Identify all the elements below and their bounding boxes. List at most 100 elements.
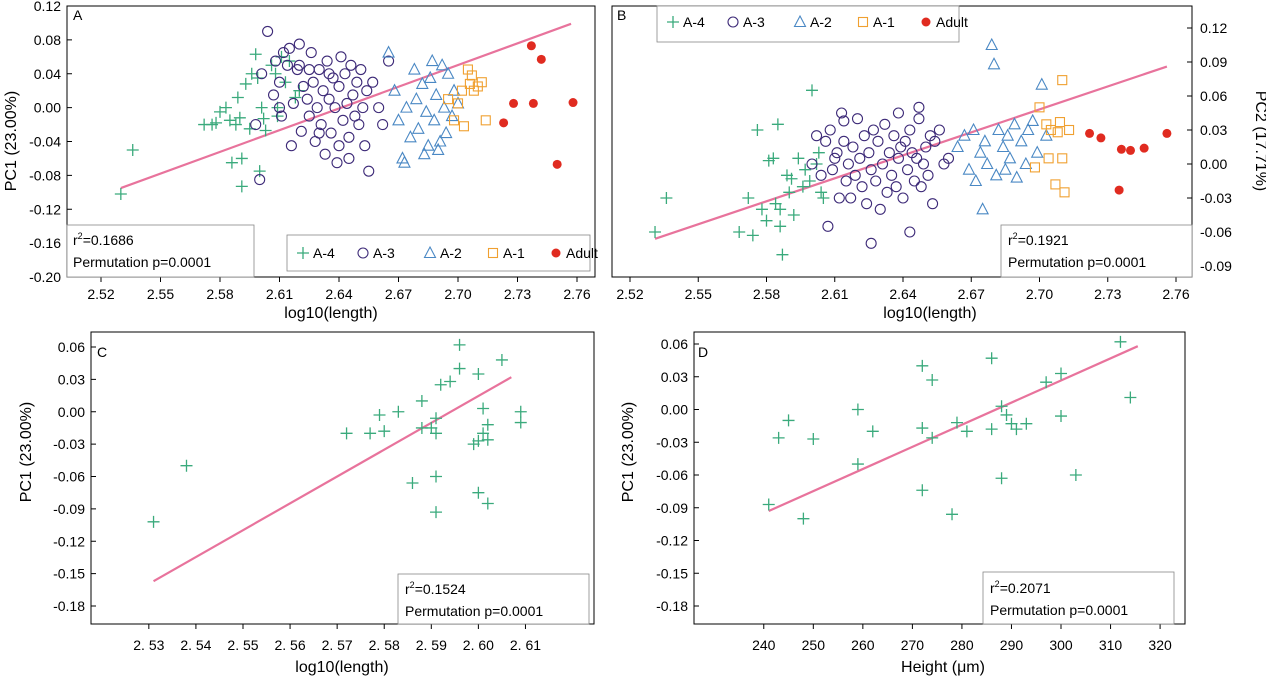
- data-point-a-1: [458, 121, 470, 132]
- data-point-a-4: [1010, 423, 1023, 436]
- data-point-a-4: [1020, 417, 1033, 430]
- data-point-a-4: [453, 338, 466, 351]
- data-point-a-3: [325, 127, 337, 139]
- y-tick-label: 0.06: [58, 339, 85, 355]
- data-point-a-4: [467, 438, 480, 451]
- data-point-a-2: [400, 100, 413, 113]
- data-point-a-2: [435, 58, 449, 71]
- y-tick-label: 0.04: [34, 66, 61, 82]
- data-point-a-4: [340, 427, 353, 440]
- data-point-a-1: [1054, 117, 1066, 128]
- data-point-a-4: [807, 432, 820, 445]
- data-point-a-3: [283, 42, 295, 54]
- data-point-a-4: [1005, 417, 1018, 430]
- x-tick-label: 2.61: [821, 286, 848, 302]
- data-point-a-2: [978, 134, 992, 147]
- data-point-a-3: [293, 38, 305, 50]
- data-point-a-4: [249, 48, 262, 61]
- data-point-a-4: [783, 186, 796, 199]
- svg-text:r2=0.1524: r2=0.1524: [405, 580, 466, 597]
- data-point-a-3: [285, 140, 297, 152]
- data-point-a-3: [293, 59, 305, 71]
- y-tick-label: -0.06: [1200, 224, 1232, 240]
- data-point-a-2: [996, 139, 1010, 153]
- data-point-a-3: [867, 124, 879, 136]
- x-tick-label: 2.73: [504, 286, 531, 302]
- y-tick-label: -0.09: [656, 500, 688, 516]
- data-point-a-3: [911, 152, 923, 164]
- data-point-a-4: [792, 152, 805, 165]
- panel-d-xlabel: Height (μm): [901, 659, 985, 676]
- data-point-a-1: [1029, 162, 1040, 173]
- data-point-a-3: [343, 152, 355, 164]
- data-point-adult: [568, 98, 578, 108]
- data-point-a-4: [279, 76, 292, 89]
- data-point-a-4: [453, 362, 466, 375]
- data-point-a-4: [233, 111, 246, 124]
- y-tick-label: 0.12: [1200, 20, 1227, 36]
- data-point-a-4: [812, 146, 825, 159]
- data-point-a-2: [382, 45, 395, 58]
- regression-line: [768, 345, 1139, 513]
- data-point-a-1: [1057, 75, 1068, 86]
- data-point-a-2: [423, 70, 437, 84]
- legend-marker-a-2: [793, 14, 807, 28]
- data-point-a-3: [829, 152, 841, 164]
- data-point-a-4: [772, 431, 785, 444]
- y-tick-label: 0.06: [661, 336, 688, 352]
- data-point-a-3: [327, 72, 339, 84]
- data-point-a-3: [861, 198, 873, 210]
- data-point-a-3: [339, 68, 351, 80]
- legend-label-a-1: A-1: [503, 245, 525, 261]
- data-point-a-3: [854, 152, 866, 164]
- data-point-a-3: [337, 114, 349, 126]
- legend-marker-a-3: [357, 247, 369, 259]
- y-tick-label: -0.03: [53, 436, 85, 452]
- data-point-a-4: [774, 220, 787, 233]
- data-point-a-2: [992, 122, 1005, 136]
- panel-a-ylabel: PC1 (23.00%): [3, 91, 20, 192]
- data-point-a-2: [1035, 77, 1049, 90]
- x-tick-label: 280: [950, 637, 974, 653]
- legend-label-adult: Adult: [566, 245, 598, 261]
- panel-d-stats: r2=0.2071 Permutation p=0.0001: [982, 571, 1175, 625]
- data-point-a-4: [649, 226, 662, 238]
- data-point-a-1: [456, 85, 468, 96]
- data-point-a-4: [477, 402, 490, 415]
- data-point-a-4: [762, 498, 775, 511]
- panel-b-fit: [654, 65, 1168, 240]
- data-point-a-2: [987, 57, 1001, 70]
- y-tick-label: 0.00: [661, 402, 688, 418]
- data-point-a-3: [865, 237, 877, 249]
- panel-a: A 0.12 0.08 0.04 0.00 -0.04 -0.08 -0.12 -0.16 -0…: [3, 0, 598, 322]
- data-point-a-4: [425, 421, 438, 434]
- data-point-a-4: [114, 188, 127, 201]
- data-point-a-4: [364, 427, 377, 440]
- data-point-a-1: [1057, 153, 1068, 164]
- data-point-a-2: [989, 168, 1003, 181]
- data-point-a-4: [373, 408, 386, 421]
- data-point-a-4: [269, 67, 282, 80]
- data-point-a-3: [333, 140, 345, 152]
- data-point-adult: [1085, 128, 1095, 138]
- y-tick-label: -0.06: [656, 467, 688, 483]
- x-tick-label: 2.67: [385, 286, 412, 302]
- data-point-a-3: [874, 203, 886, 215]
- y-tick-label: -0.09: [53, 501, 85, 517]
- data-point-a-3: [840, 175, 852, 187]
- data-point-a-4: [1114, 335, 1127, 348]
- x-tick-label: 240: [752, 637, 776, 653]
- panel-a-legend: A-4 A-3 A-2 A-1 Adult: [286, 234, 598, 272]
- data-point-a-3: [281, 59, 293, 71]
- panel-a-r2-prefix: r: [73, 232, 78, 248]
- y-tick-label: 0.09: [1200, 54, 1227, 70]
- data-point-a-3: [315, 119, 327, 131]
- data-point-a-2: [421, 138, 435, 151]
- data-point-a-3: [343, 131, 355, 143]
- x-tick-label: 260: [851, 637, 875, 653]
- panel-d-r2-value: 0.2071: [1008, 580, 1051, 596]
- data-point-a-4: [1124, 391, 1137, 404]
- x-tick-label: 270: [901, 637, 925, 653]
- data-point-a-2: [392, 113, 405, 126]
- data-point-adult: [536, 54, 546, 64]
